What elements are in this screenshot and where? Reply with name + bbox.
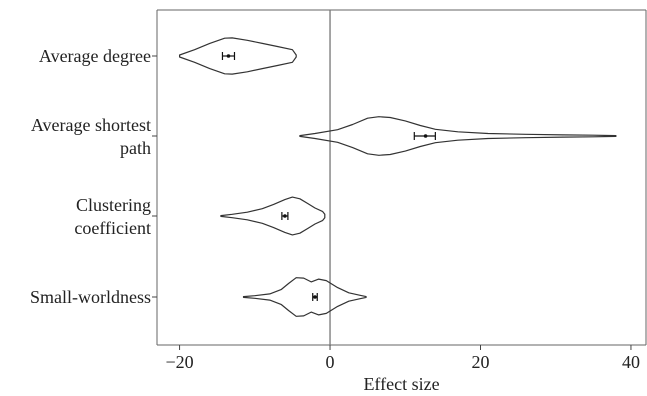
x-axis-label: Effect size	[363, 374, 439, 394]
violin-shape	[299, 116, 617, 156]
violin-shape	[242, 277, 367, 317]
x-tick-label: 0	[326, 352, 335, 372]
mean-point	[423, 134, 428, 138]
x-tick-label: 20	[471, 352, 489, 372]
violin-shape	[220, 196, 326, 236]
category-label-line2: path	[120, 138, 151, 158]
category-label-line1: Clustering	[76, 195, 151, 215]
x-tick-label: −20	[165, 352, 193, 372]
mean-point	[283, 214, 287, 218]
x-tick-label: 40	[622, 352, 640, 372]
mean-point	[313, 295, 317, 299]
category-label: Average degree	[39, 46, 151, 66]
mean-point	[226, 54, 231, 58]
category-label-line2: coefficient	[74, 218, 151, 238]
category-label: Small-worldness	[30, 287, 151, 307]
violin-shape	[178, 37, 297, 75]
category-label-line1: Average shortest	[31, 115, 151, 135]
